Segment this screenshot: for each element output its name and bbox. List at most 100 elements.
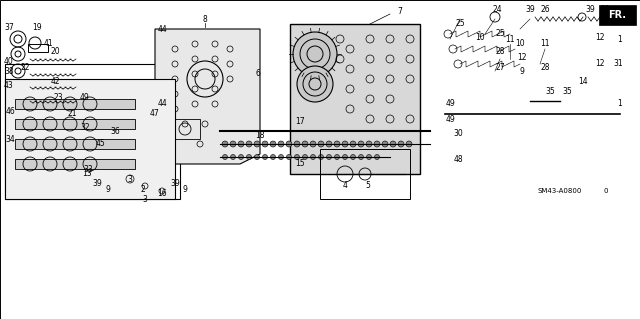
Text: 21: 21 bbox=[67, 109, 77, 118]
Text: 33: 33 bbox=[83, 165, 93, 174]
Text: 3: 3 bbox=[143, 195, 147, 204]
Text: 13: 13 bbox=[82, 169, 92, 179]
Circle shape bbox=[270, 141, 276, 147]
Text: 2: 2 bbox=[141, 184, 145, 194]
Circle shape bbox=[366, 141, 372, 147]
Text: 8: 8 bbox=[203, 14, 207, 24]
Text: SM43-A0800: SM43-A0800 bbox=[538, 188, 582, 194]
Circle shape bbox=[239, 154, 243, 160]
FancyBboxPatch shape bbox=[599, 5, 636, 25]
Circle shape bbox=[230, 141, 236, 147]
Text: 0: 0 bbox=[604, 188, 608, 194]
Circle shape bbox=[255, 154, 259, 160]
Text: 1: 1 bbox=[618, 34, 622, 43]
Circle shape bbox=[297, 66, 333, 102]
Circle shape bbox=[335, 154, 339, 160]
Text: 31: 31 bbox=[613, 60, 623, 69]
Circle shape bbox=[223, 154, 227, 160]
Text: 36: 36 bbox=[110, 127, 120, 136]
Text: 44: 44 bbox=[157, 100, 167, 108]
Circle shape bbox=[310, 154, 316, 160]
Text: 46: 46 bbox=[5, 108, 15, 116]
Circle shape bbox=[398, 141, 404, 147]
Circle shape bbox=[351, 154, 355, 160]
Circle shape bbox=[358, 154, 364, 160]
Circle shape bbox=[222, 141, 228, 147]
Text: 1: 1 bbox=[618, 100, 622, 108]
Text: 40: 40 bbox=[4, 56, 14, 65]
Text: 32: 32 bbox=[80, 122, 90, 131]
Bar bbox=[15, 159, 135, 169]
Text: 18: 18 bbox=[255, 131, 265, 140]
Text: 28: 28 bbox=[495, 47, 505, 56]
Text: 43: 43 bbox=[4, 80, 14, 90]
Circle shape bbox=[326, 141, 332, 147]
Circle shape bbox=[374, 154, 380, 160]
Text: 10: 10 bbox=[475, 33, 485, 41]
Text: 9: 9 bbox=[106, 184, 111, 194]
Circle shape bbox=[406, 141, 412, 147]
Circle shape bbox=[293, 32, 337, 76]
Circle shape bbox=[342, 154, 348, 160]
Circle shape bbox=[246, 154, 252, 160]
Polygon shape bbox=[155, 29, 260, 164]
Text: 9: 9 bbox=[520, 66, 524, 76]
Text: 7: 7 bbox=[397, 6, 403, 16]
Text: 39: 39 bbox=[585, 4, 595, 13]
Text: 48: 48 bbox=[453, 154, 463, 164]
Circle shape bbox=[303, 154, 307, 160]
Circle shape bbox=[230, 154, 236, 160]
Text: 34: 34 bbox=[5, 135, 15, 144]
Text: 38: 38 bbox=[4, 66, 14, 76]
Text: 49: 49 bbox=[445, 100, 455, 108]
Text: 12: 12 bbox=[517, 53, 527, 62]
Circle shape bbox=[278, 154, 284, 160]
Text: 39: 39 bbox=[92, 180, 102, 189]
Text: 28: 28 bbox=[540, 63, 550, 71]
Text: 49: 49 bbox=[80, 93, 90, 101]
Circle shape bbox=[358, 141, 364, 147]
Polygon shape bbox=[290, 24, 420, 174]
Text: 37: 37 bbox=[4, 24, 14, 33]
Circle shape bbox=[326, 154, 332, 160]
Circle shape bbox=[294, 154, 300, 160]
Text: 35: 35 bbox=[562, 86, 572, 95]
Text: 29: 29 bbox=[600, 4, 610, 13]
Circle shape bbox=[262, 154, 268, 160]
Text: 35: 35 bbox=[545, 86, 555, 95]
Circle shape bbox=[302, 141, 308, 147]
Text: 4: 4 bbox=[342, 182, 348, 190]
Bar bbox=[28, 44, 48, 52]
Text: 39: 39 bbox=[170, 180, 180, 189]
Circle shape bbox=[310, 141, 316, 147]
Text: 19: 19 bbox=[32, 24, 42, 33]
Text: 49: 49 bbox=[445, 115, 455, 123]
Text: 44: 44 bbox=[157, 25, 167, 33]
Text: 10: 10 bbox=[515, 40, 525, 48]
Circle shape bbox=[367, 154, 371, 160]
Bar bbox=[15, 119, 135, 129]
Text: 3: 3 bbox=[127, 174, 132, 183]
Circle shape bbox=[287, 154, 291, 160]
Circle shape bbox=[390, 141, 396, 147]
Text: 12: 12 bbox=[595, 33, 605, 41]
Circle shape bbox=[319, 154, 323, 160]
Circle shape bbox=[382, 141, 388, 147]
Bar bbox=[5, 79, 175, 199]
Circle shape bbox=[254, 141, 260, 147]
Circle shape bbox=[262, 141, 268, 147]
Circle shape bbox=[246, 141, 252, 147]
Bar bbox=[5, 64, 180, 199]
Text: 25: 25 bbox=[455, 19, 465, 28]
Circle shape bbox=[238, 141, 244, 147]
Text: 27: 27 bbox=[495, 63, 505, 71]
Text: 30: 30 bbox=[453, 130, 463, 138]
Text: 5: 5 bbox=[365, 182, 371, 190]
Text: 25: 25 bbox=[495, 29, 505, 39]
Text: 17: 17 bbox=[295, 116, 305, 125]
Text: 11: 11 bbox=[540, 40, 550, 48]
Text: 16: 16 bbox=[157, 189, 167, 198]
Text: FR.: FR. bbox=[608, 10, 626, 20]
Text: 9: 9 bbox=[182, 184, 188, 194]
Circle shape bbox=[374, 141, 380, 147]
